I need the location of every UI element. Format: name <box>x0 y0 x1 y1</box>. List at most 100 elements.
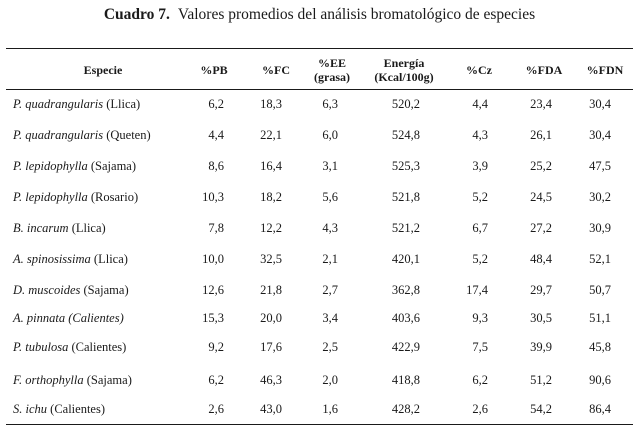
value-cell: 86,4 <box>589 402 611 416</box>
value-cell: 6,3 <box>322 97 338 111</box>
value-cell: 15,3 <box>202 311 224 325</box>
header-rule <box>6 89 633 90</box>
table-row: P. quadrangularis (Queten) 4,4 22,1 6,0 524,… <box>0 123 639 147</box>
value-cell: 27,2 <box>530 221 552 235</box>
value-cell: 3,9 <box>472 159 488 173</box>
value-cell: 418,8 <box>391 373 420 387</box>
column-header: %FDN <box>586 63 624 77</box>
value-cell: 47,5 <box>589 159 611 173</box>
value-cell: 51,2 <box>530 373 552 387</box>
value-cell: 12,2 <box>260 221 282 235</box>
value-cell: 10,0 <box>202 252 224 266</box>
value-cell: 521,2 <box>391 221 420 235</box>
value-cell: 1,6 <box>322 402 338 416</box>
species-cell: A. spinosissima (Llica) <box>13 247 128 271</box>
species-cell: P. lepidophylla (Rosario) <box>13 185 138 209</box>
column-header: %EE (grasa) <box>314 56 350 84</box>
value-cell: 2,0 <box>322 373 338 387</box>
species-name: P. tubulosa <box>13 340 69 354</box>
value-cell: 2,1 <box>322 252 338 266</box>
table-row: F. orthophylla (Sajama) 6,2 46,3 2,0 418,8 6,… <box>0 368 639 392</box>
species-cell: B. incarum (Llica) <box>13 216 106 240</box>
value-cell: 18,2 <box>260 190 282 204</box>
value-cell: 48,4 <box>530 252 552 266</box>
table-row: P. lepidophylla (Sajama) 8,6 16,4 3,1 525,3 3… <box>0 154 639 178</box>
species-location: (Llica) <box>68 221 106 235</box>
value-cell: 2,6 <box>208 402 224 416</box>
value-cell: 5,2 <box>472 252 488 266</box>
species-location: (Sajama) <box>87 159 137 173</box>
species-name: A. spinosissima <box>13 252 91 266</box>
table-caption: Cuadro 7. Valores promedios del análisis … <box>0 6 639 24</box>
species-cell: P. quadrangularis (Llica) <box>13 92 140 116</box>
value-cell: 4,3 <box>322 221 338 235</box>
species-name: S. ichu <box>13 402 48 416</box>
species-name: F. orthophylla <box>13 373 84 387</box>
species-name: B. incarum <box>13 221 69 235</box>
value-cell: 9,3 <box>472 311 488 325</box>
value-cell: 23,4 <box>530 97 552 111</box>
species-location: (Sajama) <box>83 373 132 387</box>
value-cell: 4,3 <box>472 128 488 142</box>
species-location: (Calientes) <box>47 402 105 416</box>
table-row: S. ichu (Calientes) 2,6 43,0 1,6 428,2 2,6 54,… <box>0 397 639 421</box>
value-cell: 7,5 <box>472 340 488 354</box>
value-cell: 524,8 <box>391 128 420 142</box>
value-cell: 16,4 <box>260 159 282 173</box>
species-name: P. quadrangularis <box>13 97 104 111</box>
value-cell: 30,4 <box>589 97 611 111</box>
value-cell: 17,6 <box>260 340 282 354</box>
value-cell: 428,2 <box>391 402 420 416</box>
value-cell: 6,0 <box>322 128 338 142</box>
value-cell: 30,4 <box>589 128 611 142</box>
value-cell: 5,6 <box>322 190 338 204</box>
column-header: %FC <box>262 63 290 77</box>
value-cell: 10,3 <box>202 190 224 204</box>
value-cell: 26,1 <box>530 128 552 142</box>
bottom-rule <box>6 424 633 426</box>
value-cell: 3,4 <box>322 311 338 325</box>
value-cell: 30,5 <box>530 311 552 325</box>
table-row: P. tubulosa (Calientes) 9,2 17,6 2,5 422,9 7,… <box>0 335 639 359</box>
value-cell: 422,9 <box>391 340 420 354</box>
value-cell: 39,9 <box>530 340 552 354</box>
value-cell: 403,6 <box>391 311 420 325</box>
value-cell: 50,7 <box>589 283 611 297</box>
value-cell: 525,3 <box>391 159 420 173</box>
value-cell: 46,3 <box>260 373 282 387</box>
value-cell: 420,1 <box>391 252 420 266</box>
caption-label: Cuadro 7. <box>103 6 170 23</box>
value-cell: 52,1 <box>589 252 611 266</box>
species-name: P. quadrangularis <box>13 128 104 142</box>
table-row: D. muscoides (Sajama) 12,6 21,8 2,7 362,8 17,… <box>0 278 639 302</box>
value-cell: 90,6 <box>589 373 611 387</box>
value-cell: 6,2 <box>208 97 224 111</box>
value-cell: 17,4 <box>466 283 488 297</box>
value-cell: 521,8 <box>391 190 420 204</box>
species-name: P. lepidophylla <box>13 190 88 204</box>
species-location: (Llica) <box>103 97 141 111</box>
value-cell: 30,2 <box>589 190 611 204</box>
species-cell: F. orthophylla (Sajama) <box>13 368 132 392</box>
species-cell: P. tubulosa (Calientes) <box>13 335 126 359</box>
value-cell: 45,8 <box>589 340 611 354</box>
value-cell: 22,1 <box>260 128 282 142</box>
value-cell: 24,5 <box>530 190 552 204</box>
table-row: P. lepidophylla (Rosario) 10,3 18,2 5,6 521,… <box>0 185 639 209</box>
value-cell: 43,0 <box>260 402 282 416</box>
value-cell: 54,2 <box>530 402 552 416</box>
species-location: (Sajama) <box>80 283 129 297</box>
value-cell: 4,4 <box>208 128 224 142</box>
value-cell: 4,4 <box>472 97 488 111</box>
column-header: %Cz <box>466 63 492 77</box>
table-row: A. pinnata (Calientes) 15,3 20,0 3,4 403,6 9,… <box>0 306 639 330</box>
caption-title: Valores promedios del análisis bromatoló… <box>177 6 536 23</box>
species-cell: S. ichu (Calientes) <box>13 397 105 421</box>
value-cell: 7,8 <box>208 221 224 235</box>
species-cell: P. lepidophylla (Sajama) <box>13 154 136 178</box>
value-cell: 20,0 <box>260 311 282 325</box>
top-rule <box>6 48 633 50</box>
table-row: B. incarum (Llica) 7,8 12,2 4,3 521,2 6,7 27,2… <box>0 216 639 240</box>
value-cell: 2,7 <box>322 283 338 297</box>
species-cell: D. muscoides (Sajama) <box>13 278 129 302</box>
